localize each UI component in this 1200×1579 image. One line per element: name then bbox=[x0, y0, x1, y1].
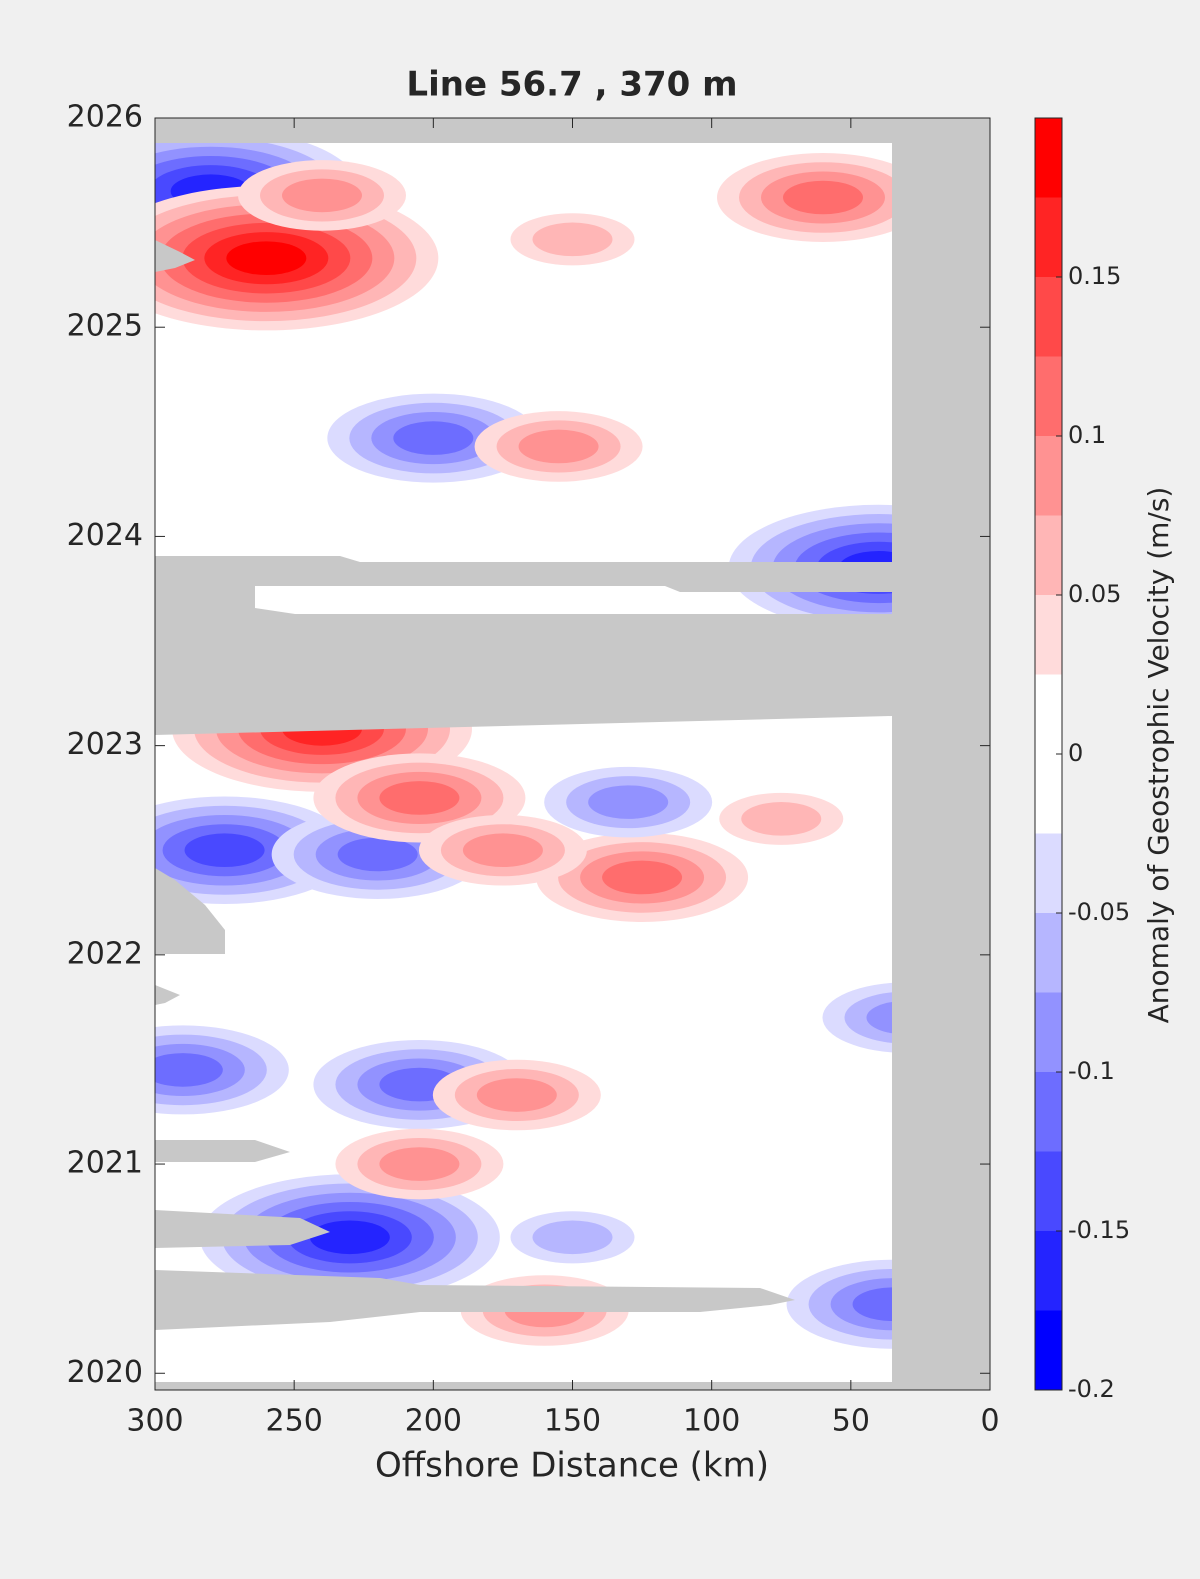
x-tick-label: 200 bbox=[405, 1404, 462, 1439]
contour-level bbox=[184, 833, 265, 868]
colorbar-band bbox=[1035, 1231, 1062, 1311]
y-tick-label: 2026 bbox=[67, 100, 143, 135]
colorbar-band bbox=[1035, 595, 1062, 675]
y-tick-label: 2025 bbox=[67, 309, 143, 344]
contour-level bbox=[588, 785, 669, 819]
colorbar-band bbox=[1035, 277, 1062, 357]
colorbar-band bbox=[1035, 356, 1062, 436]
x-tick-label: 50 bbox=[832, 1404, 870, 1439]
colorbar-tick-label: -0.05 bbox=[1068, 898, 1130, 926]
colorbar-band bbox=[1035, 992, 1062, 1072]
colorbar-tick-label: 0.15 bbox=[1068, 262, 1121, 290]
colorbar-tick-label: -0.15 bbox=[1068, 1216, 1130, 1244]
x-tick-label: 250 bbox=[266, 1404, 323, 1439]
colorbar-label: Anomaly of Geostrophic Velocity (m/s) bbox=[1142, 487, 1175, 1024]
contour-level bbox=[532, 222, 613, 257]
colorbar-band bbox=[1035, 674, 1062, 754]
contour-level bbox=[518, 429, 599, 464]
colorbar-tick-label: -0.2 bbox=[1068, 1375, 1115, 1403]
x-tick-label: 100 bbox=[683, 1404, 740, 1439]
colorbar-band bbox=[1035, 515, 1062, 595]
colorbar-tick-label: 0 bbox=[1068, 739, 1083, 767]
mask bbox=[155, 118, 990, 1390]
colorbar-band bbox=[1035, 1072, 1062, 1152]
colorbar-band bbox=[1035, 1310, 1062, 1390]
colorbar-band bbox=[1035, 913, 1062, 993]
contour-level bbox=[462, 833, 543, 868]
colorbar-tick-label: -0.1 bbox=[1068, 1057, 1115, 1085]
colorbar-tick-label: 0.05 bbox=[1068, 580, 1121, 608]
contour-level bbox=[476, 1078, 557, 1112]
y-tick-label: 2020 bbox=[67, 1355, 143, 1390]
contour-level bbox=[741, 802, 822, 836]
y-tick-label: 2024 bbox=[67, 518, 143, 553]
contour-level bbox=[393, 421, 474, 455]
contour-level bbox=[379, 781, 460, 815]
y-tick-label: 2022 bbox=[67, 936, 143, 971]
contour-level bbox=[379, 1147, 460, 1181]
contour-level bbox=[602, 860, 683, 895]
contour-level bbox=[309, 1220, 390, 1255]
chart-title: Line 56.7 , 370 m bbox=[406, 65, 737, 105]
colorbar-band bbox=[1035, 1151, 1062, 1231]
colorbar-band bbox=[1035, 197, 1062, 277]
colorbar-band bbox=[1035, 436, 1062, 516]
x-axis-label: Offshore Distance (km) bbox=[375, 1446, 769, 1486]
contour-level bbox=[155, 1053, 223, 1087]
colorbar-band bbox=[1035, 833, 1062, 913]
y-tick-label: 2023 bbox=[67, 727, 143, 762]
x-tick-label: 150 bbox=[544, 1404, 601, 1439]
contour-level bbox=[282, 178, 362, 213]
colorbar-band bbox=[1035, 118, 1062, 198]
y-tick-label: 2021 bbox=[67, 1146, 143, 1181]
x-tick-label: 0 bbox=[980, 1404, 999, 1439]
contour-level bbox=[532, 1220, 613, 1255]
colorbar-band bbox=[1035, 754, 1062, 834]
contour-level bbox=[783, 180, 863, 215]
x-tick-label: 300 bbox=[126, 1404, 183, 1439]
contour-level bbox=[226, 241, 307, 275]
colorbar-tick-label: 0.1 bbox=[1068, 421, 1106, 449]
contour-level bbox=[337, 837, 418, 872]
